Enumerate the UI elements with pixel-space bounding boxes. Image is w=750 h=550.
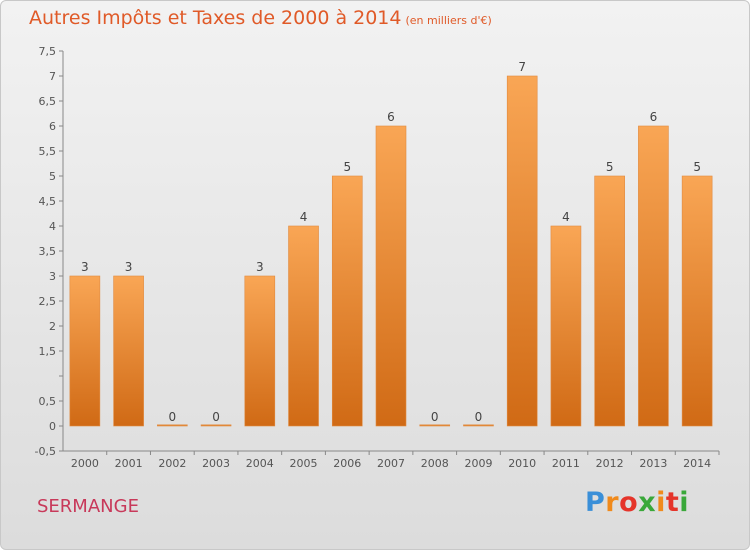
y-tick-label: -0,5 — [35, 445, 56, 458]
bar — [375, 125, 407, 427]
bar — [288, 225, 319, 427]
bar — [331, 175, 363, 427]
x-tick-label: 2006 — [333, 457, 361, 470]
logo-letter: x — [638, 487, 657, 518]
bar — [113, 275, 144, 427]
bar-value-label: 3 — [125, 260, 133, 274]
y-tick-label: 5,5 — [39, 145, 57, 158]
x-tick-label: 2004 — [246, 457, 274, 470]
bar — [550, 225, 582, 427]
x-tick-label: 2000 — [71, 457, 99, 470]
bar — [506, 75, 538, 427]
x-tick-label: 2007 — [377, 457, 405, 470]
y-tick-label: 3 — [49, 270, 56, 283]
bar-value-label: 6 — [387, 110, 395, 124]
x-tick-label: 2008 — [421, 457, 449, 470]
bar — [638, 125, 669, 427]
chart-title: Autres Impôts et Taxes de 2000 à 2014 (en… — [29, 7, 492, 29]
proxiti-logo: Proxiti — [585, 487, 689, 518]
x-tick-label: 2003 — [202, 457, 230, 470]
bar-value-label: 4 — [300, 210, 308, 224]
y-tick-label: 4 — [49, 220, 56, 233]
logo-letter: t — [665, 487, 680, 518]
y-tick-label: 2,5 — [39, 295, 57, 308]
bar-value-label: 6 — [650, 110, 658, 124]
y-tick-label: 0,5 — [39, 395, 57, 408]
y-tick-label: 6,5 — [39, 95, 57, 108]
y-tick-label: 6 — [49, 120, 56, 133]
logo-letter: i — [679, 487, 690, 518]
y-tick-label: 2 — [49, 320, 56, 333]
bar-value-label: 7 — [518, 60, 526, 74]
bar — [681, 175, 713, 427]
x-tick-label: 2001 — [115, 457, 143, 470]
logo-letter: o — [619, 487, 639, 518]
bar-value-label: 5 — [693, 160, 701, 174]
x-tick-label: 2010 — [508, 457, 536, 470]
bar-value-label: 0 — [475, 410, 483, 424]
bar-value-label: 0 — [169, 410, 177, 424]
chart-title-text: Autres Impôts et Taxes de 2000 à 2014 — [29, 7, 402, 29]
y-tick-label: 5 — [49, 170, 56, 183]
y-tick-label: 3,5 — [39, 245, 57, 258]
y-tick-label: 4,5 — [39, 195, 57, 208]
x-tick-label: 2002 — [158, 457, 186, 470]
bar-value-label: 5 — [606, 160, 614, 174]
x-tick-label: 2011 — [552, 457, 580, 470]
logo-letter: r — [605, 487, 620, 518]
bar — [244, 275, 276, 427]
y-tick-label: 0 — [49, 420, 56, 433]
bar-value-label: 3 — [81, 260, 89, 274]
x-tick-label: 2012 — [596, 457, 624, 470]
x-tick-label: 2009 — [464, 457, 492, 470]
bar — [419, 424, 451, 427]
bar — [200, 424, 232, 427]
bar — [463, 424, 494, 427]
logo-letter: P — [585, 487, 606, 518]
y-tick-label: 7 — [49, 70, 56, 83]
place-name: SERMANGE — [37, 496, 139, 517]
x-tick-label: 2013 — [639, 457, 667, 470]
y-tick-label: 1,5 — [39, 345, 57, 358]
bar — [594, 175, 625, 427]
bar-value-label: 3 — [256, 260, 264, 274]
bar-value-label: 4 — [562, 210, 570, 224]
chart-unit: (en milliers d'€) — [405, 14, 492, 27]
bar-value-label: 0 — [431, 410, 439, 424]
x-tick-label: 2005 — [290, 457, 318, 470]
logo-letter: i — [656, 487, 666, 518]
bar — [157, 424, 188, 427]
bar-value-label: 0 — [212, 410, 220, 424]
bar — [69, 275, 101, 427]
bar-value-label: 5 — [343, 160, 351, 174]
y-tick-label: 7,5 — [39, 45, 57, 58]
x-tick-label: 2014 — [683, 457, 711, 470]
